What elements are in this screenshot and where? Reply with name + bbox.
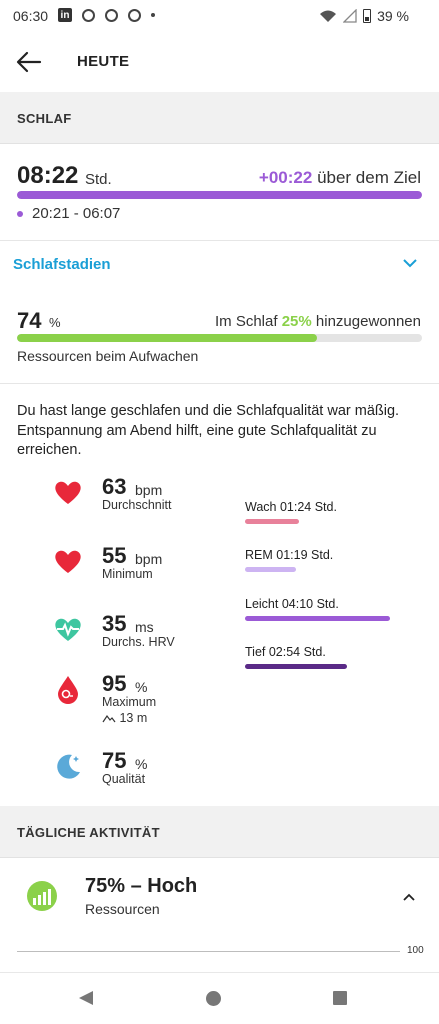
metric-oxygen: 95 % Maximum 13 m [52, 671, 232, 725]
resources-gauge-icon [27, 881, 57, 911]
circle-icon [128, 8, 141, 22]
linkedin-icon: in [58, 8, 72, 22]
sleep-duration-unit: Std. [85, 171, 112, 188]
battery-icon [363, 9, 372, 23]
resources-unit: % [49, 315, 61, 330]
stage-label: Wach 01:24 Std. [245, 500, 337, 514]
metric-unit: ms [135, 619, 154, 635]
activity-subtitle: Ressourcen [85, 901, 160, 917]
sleep-progress-fill [17, 191, 422, 199]
resources-gained-suffix: hinzugewonnen [315, 313, 421, 330]
metric-label: Minimum [102, 567, 153, 581]
stage-label: Leicht 04:10 Std. [245, 597, 339, 611]
stage-bar [245, 616, 390, 621]
chevron-down-icon[interactable] [403, 258, 417, 268]
chevron-up-icon[interactable] [403, 893, 415, 901]
metric-avg-heart-rate: 63 bpm Durchschnitt [52, 474, 232, 520]
metric-value: 63 [102, 474, 127, 499]
resources-progress-bar [17, 334, 422, 342]
metric-unit: % [135, 756, 148, 772]
stage-bar [245, 519, 299, 524]
hrv-heart-icon [55, 618, 81, 641]
sleep-goal-diff-value: +00:22 [258, 168, 313, 187]
metric-quality: 75 % Qualität [52, 748, 232, 794]
section-header-sleep: SCHLAF [0, 92, 439, 144]
divider [0, 383, 439, 384]
page-title: HEUTE [77, 53, 130, 70]
metric-value: 75 [102, 748, 127, 773]
activity-axis-line [17, 951, 400, 952]
recents-square-icon[interactable] [333, 991, 347, 1005]
stage-bar [245, 567, 296, 572]
sleep-time-range: 20:21 - 06:07 [32, 205, 121, 222]
home-circle-icon[interactable] [206, 991, 221, 1006]
signal-icon [343, 9, 357, 23]
sleep-goal-diff: +00:22 über dem Ziel [259, 168, 421, 188]
status-right: 39 % [319, 8, 409, 24]
battery-level: 39 % [377, 8, 409, 24]
resources-label: Ressourcen beim Aufwachen [17, 348, 199, 364]
divider [0, 240, 439, 241]
status-bar: 06:30 in 39 % [0, 0, 439, 32]
sleep-stages-toggle[interactable]: Schlafstadien [13, 256, 111, 273]
stage-bar [245, 664, 347, 669]
section-title: TÄGLICHE AKTIVITÄT [17, 825, 160, 840]
resources-gained-prefix: Im Schlaf [215, 313, 278, 330]
stage-rem: REM 01:19 Std. [245, 548, 425, 572]
resources-gained-value: 25% [281, 313, 312, 330]
heart-icon [55, 550, 81, 573]
app-bar: HEUTE [0, 32, 439, 92]
stage-label: REM 01:19 Std. [245, 548, 334, 562]
sleep-goal-diff-text: über dem Ziel [317, 168, 421, 187]
circle-icon [82, 8, 95, 22]
sleep-duration: 08:22 [17, 162, 79, 189]
wifi-icon [320, 10, 337, 22]
resources-value: 74 [17, 308, 42, 333]
stage-light: Leicht 04:10 Std. [245, 597, 425, 621]
metric-value: 95 [102, 671, 127, 696]
metric-altitude-value: 13 m [119, 711, 148, 725]
bullet-dot-icon [17, 211, 23, 217]
metric-value: 55 [102, 543, 127, 568]
activity-title: 75% – Hoch [85, 875, 198, 897]
activity-axis-max: 100 [407, 945, 424, 956]
circle-icon [105, 8, 118, 22]
metric-label: Qualität [102, 772, 146, 786]
notification-icons: in [58, 8, 155, 22]
stage-label: Tief 02:54 Std. [245, 645, 326, 659]
resources-gained: Im Schlaf 25% hinzugewonnen [215, 313, 421, 330]
metric-label: Maximum [102, 695, 157, 709]
dot-icon [151, 13, 155, 17]
sleep-description: Du hast lange geschlafen und die Schlafq… [17, 403, 400, 458]
back-triangle-icon[interactable] [78, 990, 94, 1006]
heart-icon [55, 481, 81, 504]
system-nav-bar [0, 972, 439, 1024]
moon-icon [57, 754, 80, 779]
metric-value: 35 [102, 611, 127, 636]
metric-hrv: 35 ms Durchs. HRV [52, 611, 232, 657]
section-title: SCHLAF [17, 111, 72, 126]
back-arrow-icon[interactable] [14, 48, 44, 76]
mountain-icon [102, 715, 116, 723]
metric-altitude: 13 m [102, 711, 147, 725]
stage-deep: Tief 02:54 Std. [245, 645, 425, 669]
status-time: 06:30 [13, 8, 49, 24]
metric-unit: bpm [135, 482, 163, 498]
stage-awake: Wach 01:24 Std. [245, 500, 425, 524]
metric-unit: % [135, 679, 148, 695]
oxygen-drop-icon [58, 676, 78, 704]
metric-label: Durchschnitt [102, 498, 172, 512]
metric-unit: bpm [135, 551, 163, 567]
resources-progress-fill [17, 334, 317, 342]
section-header-activity: TÄGLICHE AKTIVITÄT [0, 806, 439, 858]
metric-min-heart-rate: 55 bpm Minimum [52, 543, 232, 589]
sleep-progress-bar [17, 191, 422, 199]
metric-label: Durchs. HRV [102, 635, 175, 649]
